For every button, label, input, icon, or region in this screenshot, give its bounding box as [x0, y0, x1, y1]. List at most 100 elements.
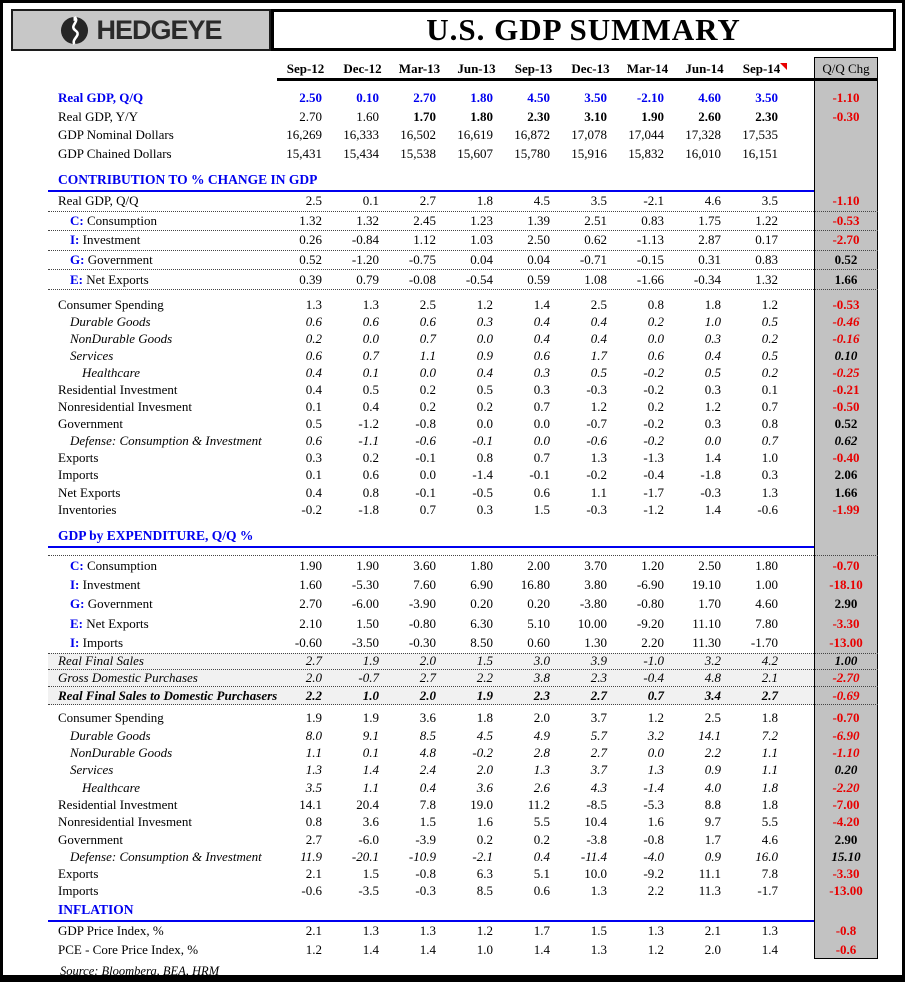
value-cell: 2.0: [533, 710, 550, 726]
value-cell: 3.9: [590, 653, 607, 669]
value-cell: 1.1: [761, 745, 778, 761]
value-cell: -3.90: [408, 596, 436, 612]
value-cell: 0.0: [476, 416, 493, 432]
value-cell: 0.31: [698, 252, 721, 268]
value-cell: 1.5: [419, 814, 436, 830]
value-cell: 2.5: [704, 710, 721, 726]
value-cell: 1.2: [476, 296, 493, 312]
value-cell: 4.3: [590, 779, 607, 795]
value-cell: 2.0: [704, 942, 721, 957]
value-cell: 15,607: [457, 145, 493, 161]
value-cell: -0.5: [472, 484, 493, 500]
value-cell: 0.7: [647, 687, 664, 703]
value-cell: 1.80: [470, 90, 493, 106]
value-cell: 0.17: [755, 232, 778, 248]
value-cell: 16,010: [685, 145, 721, 161]
value-cell: 4.60: [698, 90, 721, 106]
value-cell: 0.8: [647, 296, 664, 312]
qq-chg-cell: -2.70: [832, 232, 860, 248]
value-cell: 1.7: [704, 831, 721, 847]
qq-chg-column-background: [814, 57, 878, 960]
value-cell: 1.32: [356, 212, 379, 228]
value-cell: -1.1: [358, 433, 379, 449]
qq-chg-cell: -0.50: [832, 399, 860, 415]
qq-chg-cell: -0.30: [832, 108, 860, 124]
value-cell: -5.3: [643, 796, 664, 812]
qq-chg-cell: -0.70: [832, 710, 860, 726]
value-cell: 4.2: [761, 653, 778, 669]
value-cell: 1.7: [533, 923, 550, 939]
value-cell: -1.70: [750, 635, 778, 651]
value-cell: 2.70: [299, 596, 322, 612]
value-cell: 3.6: [476, 779, 493, 795]
table-row: Defense: Consumption & Investment 0.6 -1.1…: [48, 433, 878, 450]
value-cell: 1.8: [476, 193, 493, 209]
value-cell: 1.39: [527, 212, 550, 228]
row-label: E: Net Exports: [70, 271, 149, 287]
value-cell: 1.1: [590, 484, 607, 500]
value-cell: 7.60: [413, 577, 436, 593]
table-row: C: Consumption 1.90 1.90 3.60 1.80 2.00 3.70 1.…: [48, 556, 878, 575]
value-cell: 0.7: [419, 330, 436, 346]
value-cell: 16,151: [742, 145, 778, 161]
value-cell: 1.08: [584, 271, 607, 287]
qq-chg-header: Q/Q Chg: [822, 61, 870, 76]
qq-chg-cell: 1.66: [834, 484, 858, 500]
qq-chg-cell: -2.20: [832, 779, 860, 795]
qq-chg-cell: -7.00: [832, 796, 860, 812]
value-cell: 2.7: [419, 193, 436, 209]
value-cell: 8.0: [305, 727, 322, 743]
qq-chg-cell: 2.90: [834, 831, 858, 847]
value-cell: 0.8: [761, 416, 778, 432]
value-cell: -0.4: [643, 670, 664, 686]
value-cell: -1.13: [636, 232, 664, 248]
value-cell: -6.0: [358, 831, 379, 847]
section-title: INFLATION: [48, 902, 878, 923]
value-cell: -0.1: [415, 484, 436, 500]
value-cell: 1.3: [590, 883, 607, 899]
value-cell: 1.0: [362, 687, 379, 703]
value-cell: 0.2: [647, 399, 664, 415]
row-label: Gross Domestic Purchases: [58, 670, 198, 686]
value-cell: 0.0: [533, 416, 550, 432]
value-cell: 16,619: [457, 127, 493, 143]
row-label: G: Government: [70, 252, 153, 268]
value-cell: -0.2: [586, 467, 607, 483]
row-label: Nonresidential Invesment: [58, 399, 192, 415]
value-cell: 1.4: [533, 942, 550, 957]
table-row: Government 2.7 -6.0 -3.9 0.2 0.2 -3.8 -0.8 1.7 4.…: [48, 831, 878, 848]
row-label: Real GDP, Q/Q: [58, 90, 144, 106]
value-cell: -0.7: [586, 416, 607, 432]
column-header: Jun-13: [457, 61, 496, 76]
value-cell: 14.1: [299, 796, 322, 812]
value-cell: 0.5: [704, 364, 721, 380]
qq-chg-cell: -4.20: [832, 814, 860, 830]
value-cell: -1.20: [351, 252, 379, 268]
value-cell: 0.1: [305, 399, 322, 415]
value-cell: 16.80: [520, 577, 550, 593]
value-cell: 0.04: [527, 252, 550, 268]
value-cell: 0.52: [299, 252, 322, 268]
table-row: G: Government 2.70 -6.00 -3.90 0.20 0.20 -3.80…: [48, 595, 878, 614]
qq-chg-cell: -1.10: [832, 193, 860, 209]
value-cell: 1.23: [470, 212, 493, 228]
table-row: Consumer Spending 1.3 1.3 2.5 1.2 1.4 2.5 0.8 1.…: [48, 296, 878, 313]
value-cell: 0.2: [761, 364, 778, 380]
value-cell: 3.6: [362, 814, 379, 830]
value-cell: -0.80: [636, 596, 664, 612]
qq-chg-cell: -0.53: [832, 296, 860, 312]
value-cell: -9.20: [636, 615, 664, 631]
table-row: I: Investment 1.60 -5.30 7.60 6.90 16.80 3.80 -…: [48, 575, 878, 594]
value-cell: 0.0: [476, 330, 493, 346]
value-cell: 3.10: [584, 108, 607, 124]
value-cell: 0.6: [647, 347, 664, 363]
value-cell: 0.83: [641, 212, 664, 228]
value-cell: 2.30: [527, 108, 550, 124]
value-cell: 0.1: [761, 381, 778, 397]
value-cell: 8.50: [470, 635, 493, 651]
value-cell: 1.3: [761, 484, 778, 500]
value-cell: 4.60: [755, 596, 778, 612]
value-cell: 1.1: [761, 762, 778, 778]
value-cell: 1.32: [299, 212, 322, 228]
value-cell: 0.0: [647, 330, 664, 346]
